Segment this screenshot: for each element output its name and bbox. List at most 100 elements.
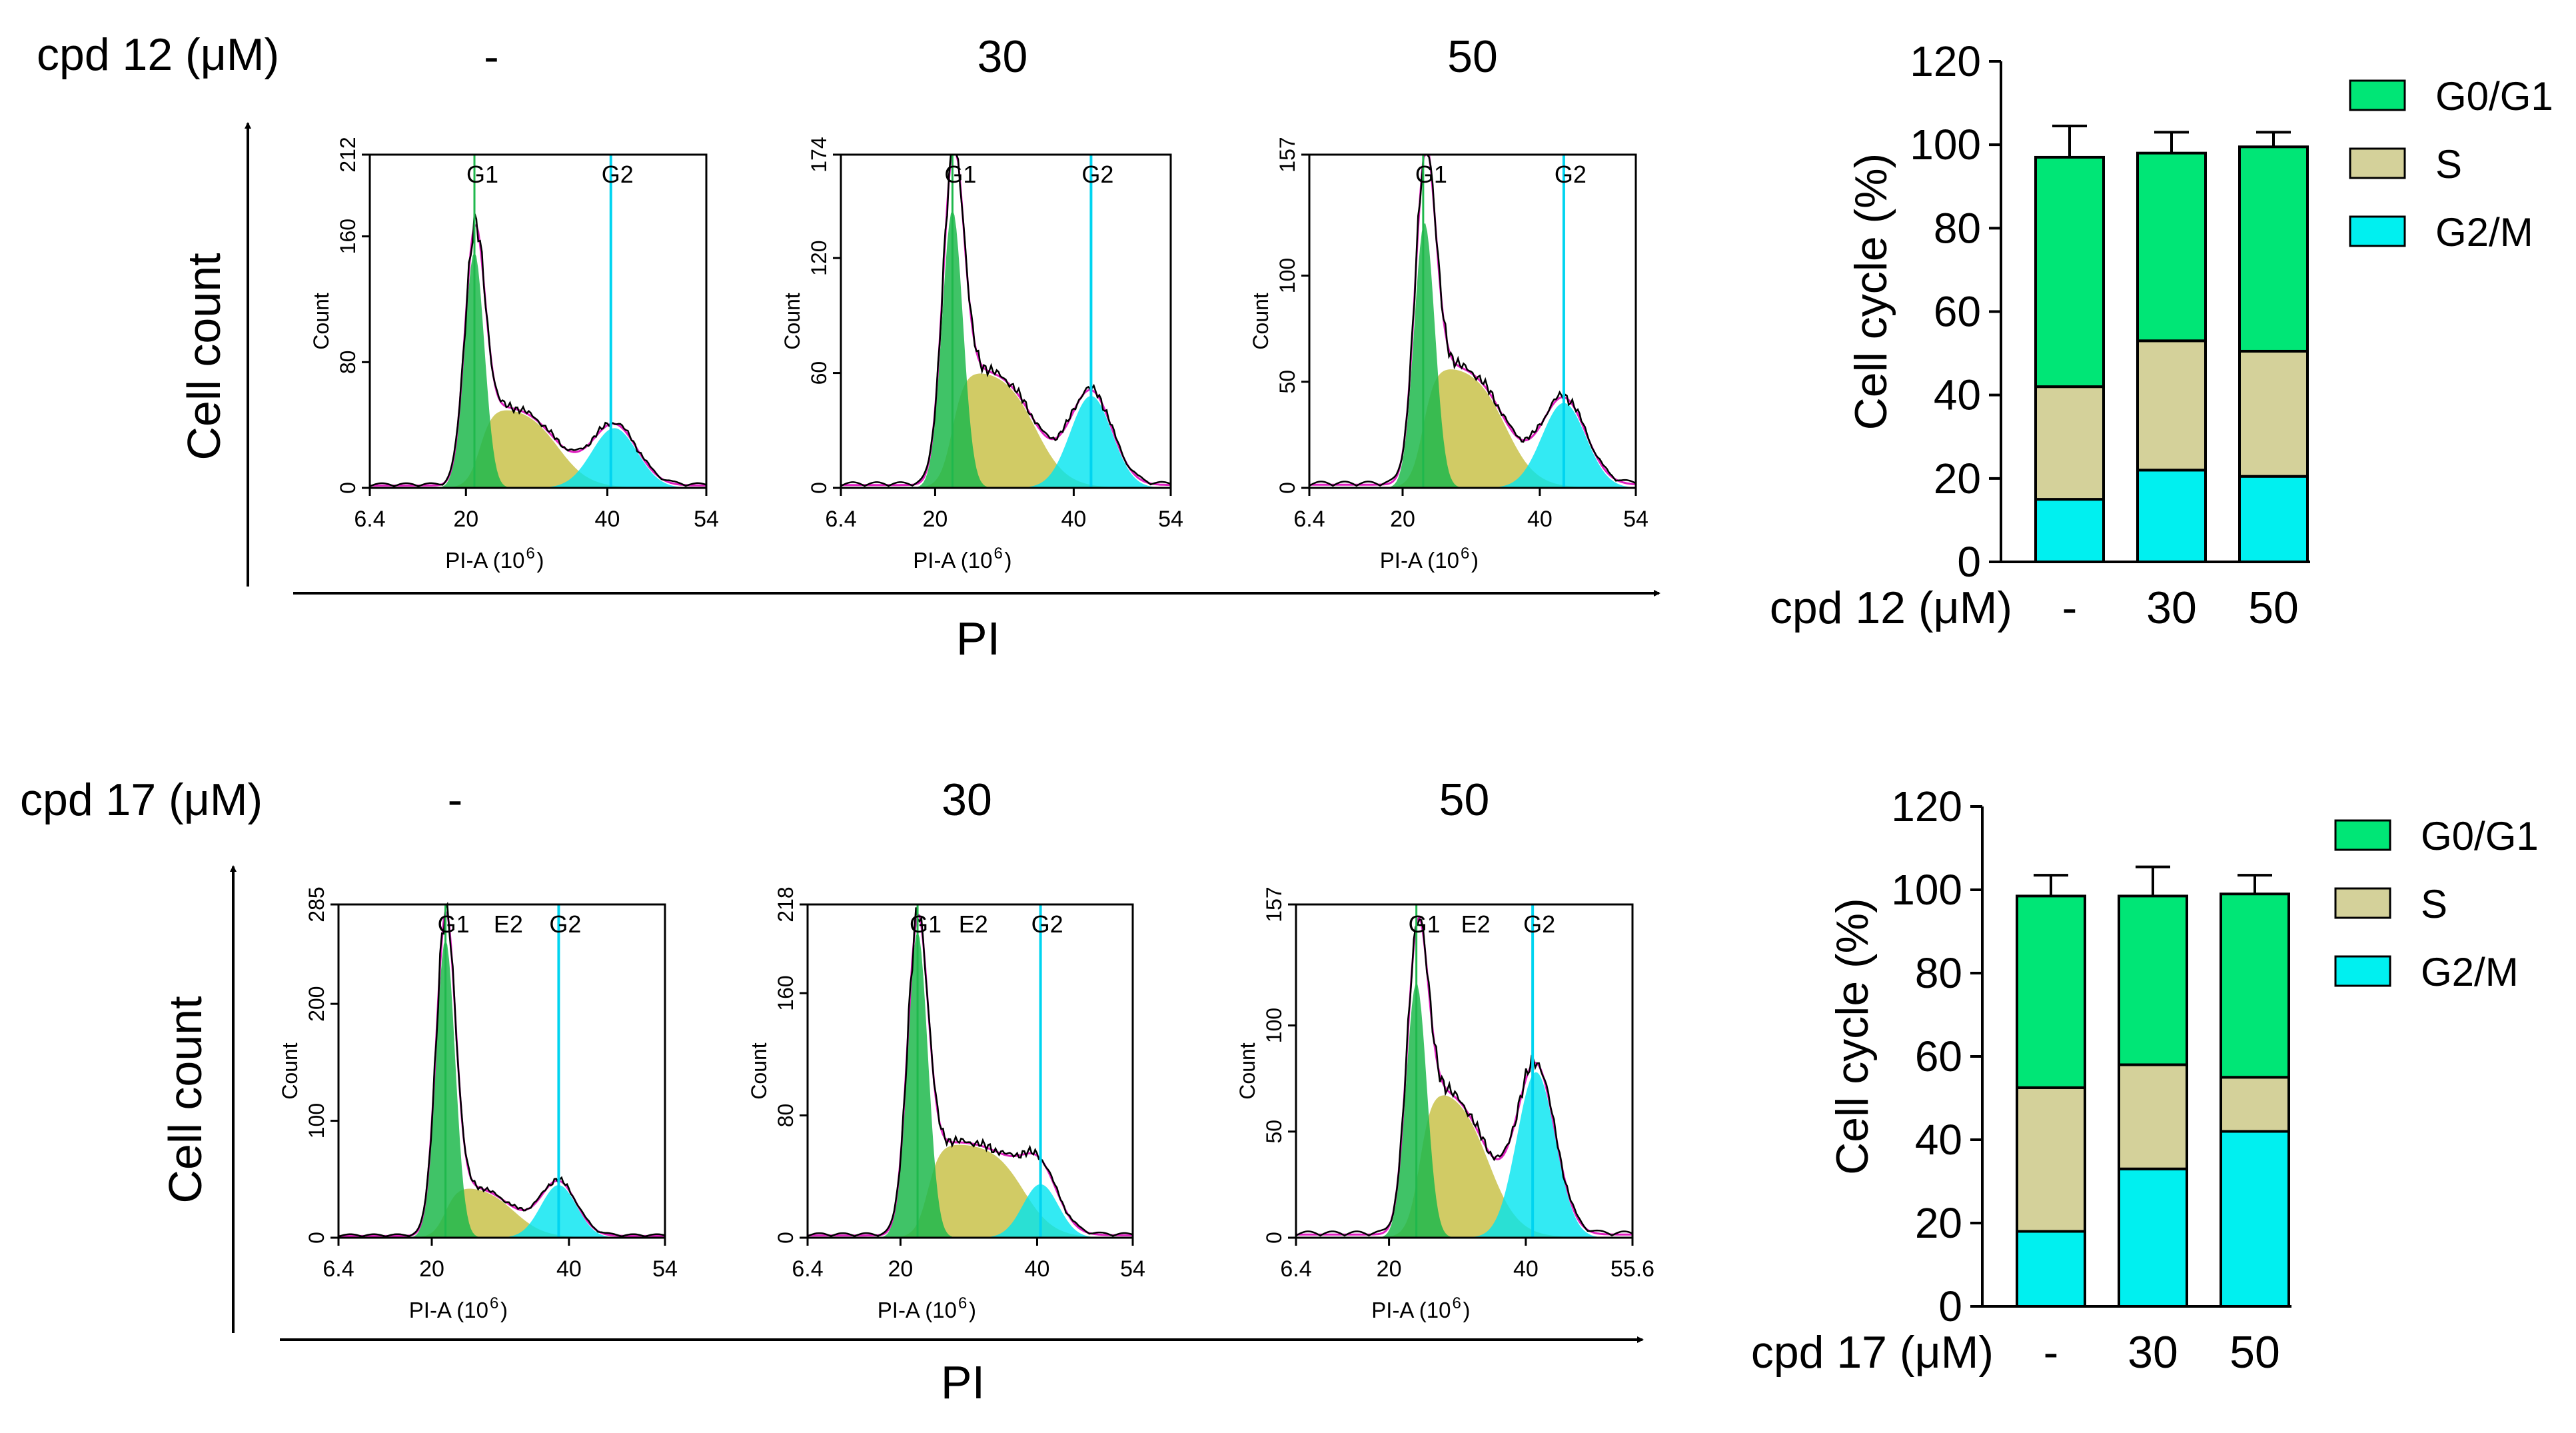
x-tick-label: 40 bbox=[556, 1256, 582, 1282]
y-axis-label: Cell cycle (%) bbox=[1846, 153, 1896, 431]
y-axis-label: Count bbox=[747, 1042, 771, 1100]
row-1-compound-label: cpd 12 (μM) bbox=[37, 29, 279, 80]
x-axis-label: PI-A (10 bbox=[1380, 548, 1459, 573]
y-tick-label: 100 bbox=[1275, 258, 1299, 293]
row-2-y-arrow-label: Cell count bbox=[159, 996, 211, 1203]
y-tick-label: 160 bbox=[336, 219, 360, 254]
row-1: cpd 12 (μM) Cell count PI G1 G2 0 80 160 212 C… bbox=[37, 29, 2553, 665]
y-axis-label: Count bbox=[1249, 293, 1273, 350]
legend-swatch-g2-m bbox=[2334, 955, 2391, 987]
y-tick-label: 60 bbox=[807, 361, 831, 385]
histogram-frame bbox=[337, 903, 666, 1239]
bar-segment-g2-m bbox=[2220, 1130, 2290, 1308]
marker-label-g1: G1 bbox=[1409, 910, 1441, 938]
row-2-compound-label: cpd 17 (μM) bbox=[20, 774, 263, 825]
category-label: - bbox=[2044, 1327, 2059, 1378]
y-tick-label: 0 bbox=[807, 482, 831, 494]
g2-peak-area bbox=[338, 1185, 665, 1238]
marker-label-g2: G2 bbox=[1523, 910, 1555, 938]
model-fit-line bbox=[338, 910, 665, 1237]
legend-label-g0-g1: G0/G1 bbox=[2421, 814, 2539, 858]
bar-segment-g2-m bbox=[2034, 498, 2105, 563]
x-tick-label: 20 bbox=[1377, 1256, 1402, 1282]
category-label: 30 bbox=[2128, 1327, 2178, 1378]
marker-label-g1: G1 bbox=[466, 161, 498, 188]
x-axis-label-close: ) bbox=[537, 548, 544, 573]
y-tick-label: 0 bbox=[305, 1232, 328, 1244]
marker-label-g1: G1 bbox=[910, 910, 942, 938]
bar-segment-g0-g1 bbox=[2118, 894, 2188, 1066]
bar-segment-g2-m bbox=[2016, 1230, 2086, 1308]
y-tick-label: 100 bbox=[1910, 121, 1981, 169]
legend-swatch-s bbox=[2349, 147, 2406, 179]
x-axis-label-exponent: 6 bbox=[958, 1294, 967, 1312]
g1-peak-area bbox=[338, 939, 665, 1238]
row-1-y-arrow-label: Cell count bbox=[178, 253, 230, 460]
bar-segment-g0-g1 bbox=[2220, 892, 2290, 1079]
s-phase-area bbox=[370, 410, 706, 488]
x-axis-label-close: ) bbox=[1005, 548, 1012, 573]
row-2-histogram-3: G1 E2 G2 0 50 100 157 Count 6.4 20 40 55.6 PI-A (10 6… bbox=[1235, 886, 1654, 1322]
s-phase-area bbox=[338, 1188, 665, 1238]
raw-histogram-line bbox=[369, 213, 707, 487]
y-tick-label: 120 bbox=[1910, 37, 1981, 85]
bar-segment-g2-m bbox=[2238, 475, 2309, 563]
row-2-concentration-header-1: - bbox=[448, 774, 463, 825]
x-tick-label: 54 bbox=[694, 507, 719, 532]
x-tick-label: 40 bbox=[1025, 1256, 1050, 1282]
bar-segment-g2-m bbox=[2136, 469, 2207, 563]
x-axis-label: PI-A (10 bbox=[445, 548, 524, 573]
row-1-concentration-header-3: 50 bbox=[1447, 31, 1498, 82]
x-axis-label-exponent: 6 bbox=[994, 545, 1003, 563]
y-axis-label: Count bbox=[278, 1042, 302, 1100]
marker-label-g2: G2 bbox=[549, 910, 581, 938]
x-tick-label: 20 bbox=[419, 1256, 444, 1282]
y-axis-label: Count bbox=[1235, 1042, 1259, 1100]
row-1-histogram-2: G1 G2 0 60 120 174 Count 6.4 20 40 54 PI-A (10 6) bbox=[780, 137, 1183, 573]
s-phase-area bbox=[808, 1144, 1133, 1238]
legend-label-g0-g1: G0/G1 bbox=[2435, 74, 2553, 119]
y-tick-label: 120 bbox=[807, 240, 831, 275]
y-tick-label: 120 bbox=[1891, 782, 1962, 830]
x-tick-label: 6.4 bbox=[825, 507, 856, 532]
x-axis-label-exponent: 6 bbox=[1461, 545, 1469, 563]
marker-label-g1: G1 bbox=[438, 910, 470, 938]
y-tick-label: 80 bbox=[336, 351, 360, 375]
g2-peak-area bbox=[1296, 1072, 1632, 1238]
row-2-histogram-1: G1 E2 G2 0 100 200 285 Count 6.4 20 40 54 PI-A (10 6) bbox=[278, 886, 678, 1322]
x-tick-label: 6.4 bbox=[354, 507, 385, 532]
x-tick-label: 40 bbox=[1527, 507, 1553, 532]
y-tick-label: 60 bbox=[1915, 1032, 1962, 1080]
y-tick-label: 80 bbox=[1915, 949, 1962, 997]
marker-label-g2: G2 bbox=[602, 161, 634, 188]
x-axis-label-exponent: 6 bbox=[526, 545, 535, 563]
s-phase-area bbox=[1309, 369, 1636, 488]
legend-label-s: S bbox=[2421, 882, 2447, 926]
y-tick-label: 100 bbox=[1262, 1008, 1286, 1043]
bar-segment-s bbox=[2118, 1063, 2188, 1170]
y-tick-label: 0 bbox=[1938, 1282, 1962, 1330]
marker-label-e2: E2 bbox=[959, 910, 988, 938]
row-2-concentration-header-2: 30 bbox=[942, 774, 992, 825]
bar-segment-g0-g1 bbox=[2136, 151, 2207, 343]
y-tick-label: 0 bbox=[774, 1232, 798, 1244]
x-tick-label: 40 bbox=[1061, 507, 1086, 532]
marker-label-e2: E2 bbox=[1461, 910, 1491, 938]
x-axis-label-close: ) bbox=[969, 1298, 976, 1322]
row-1-histogram-1: G1 G2 0 80 160 212 Count 6.4 20 40 54 PI-A (10 6) bbox=[309, 137, 719, 573]
g2-peak-area bbox=[370, 428, 706, 488]
y-tick-label: 50 bbox=[1275, 370, 1299, 394]
x-tick-label: 54 bbox=[1120, 1256, 1145, 1282]
row-2-x-arrow-label: PI bbox=[941, 1356, 985, 1408]
legend-swatch-g2-m bbox=[2349, 215, 2406, 247]
bar-segment-s bbox=[2220, 1076, 2290, 1133]
x-axis-label: PI-A (10 bbox=[409, 1298, 488, 1322]
y-tick-label: 100 bbox=[1891, 866, 1962, 914]
x-axis-label-close: ) bbox=[500, 1298, 508, 1322]
bar-segment-s bbox=[2136, 339, 2207, 472]
y-axis-label: Cell cycle (%) bbox=[1827, 898, 1878, 1175]
y-tick-label: 157 bbox=[1262, 886, 1286, 922]
x-tick-label: 6.4 bbox=[1293, 507, 1325, 532]
x-axis-label: PI-A (10 bbox=[1371, 1298, 1451, 1322]
y-tick-label: 40 bbox=[1915, 1116, 1962, 1164]
